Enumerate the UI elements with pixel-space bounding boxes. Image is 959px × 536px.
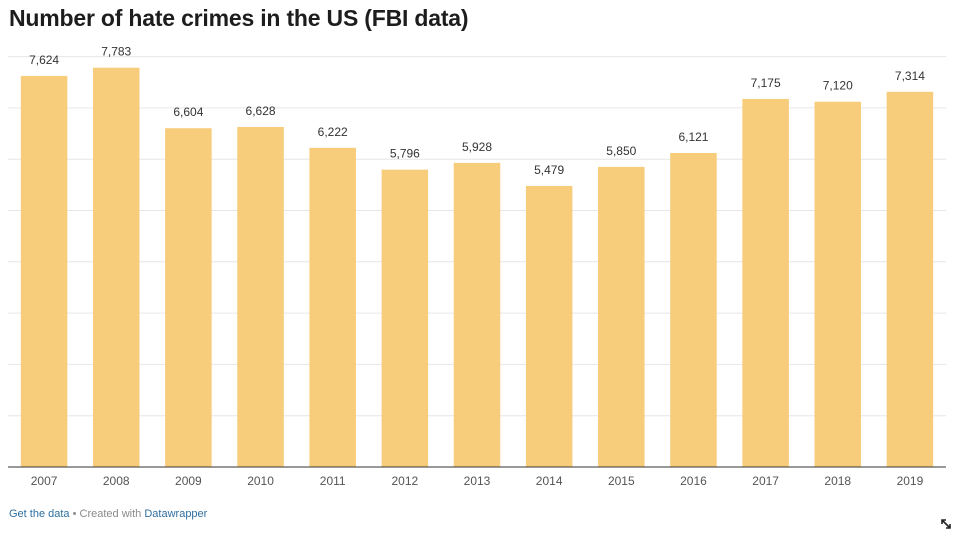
value-label-2016: 6,121	[678, 130, 708, 144]
bar-2017	[742, 98, 789, 468]
value-label-2011: 6,222	[318, 125, 348, 139]
value-label-2019: 7,314	[895, 69, 925, 83]
created-with-text: Created with	[79, 508, 142, 520]
bar-2010	[237, 126, 284, 467]
value-label-2014: 5,479	[534, 163, 564, 177]
x-tick-2013: 2013	[464, 474, 491, 488]
bar-2008	[92, 67, 140, 467]
chart-title: Number of hate crimes in the US (FBI dat…	[9, 5, 469, 31]
x-tick-2016: 2016	[680, 474, 707, 488]
x-tick-2012: 2012	[391, 474, 418, 488]
get-the-data-link[interactable]: Get the data	[9, 508, 70, 520]
value-label-2017: 7,175	[751, 76, 781, 90]
x-tick-2010: 2010	[247, 474, 274, 488]
bar-2015	[598, 166, 645, 467]
bar-2007	[20, 75, 68, 467]
bar-chart: 7,624 7,783 6,604 6,628 6,222 5,796 5,928 5,479…	[8, 45, 946, 488]
x-tick-2011: 2011	[320, 474, 346, 488]
x-tick-2017: 2017	[752, 474, 779, 488]
x-tick-2009: 2009	[175, 474, 202, 488]
bar-2018	[814, 101, 862, 468]
datawrapper-link[interactable]: Datawrapper	[144, 508, 208, 520]
value-label-2015: 5,850	[606, 144, 636, 158]
expand-icon[interactable]	[940, 518, 952, 530]
x-tick-2014: 2014	[536, 474, 563, 488]
value-labels: 7,624 7,783 6,604 6,628 6,222 5,796 5,928 5,479…	[29, 45, 925, 177]
bar-2009	[165, 128, 212, 467]
bar-2019	[886, 91, 934, 467]
value-label-2007: 7,624	[29, 53, 59, 67]
bar-2016	[670, 152, 717, 468]
value-label-2008: 7,783	[101, 45, 131, 59]
value-label-2013: 5,928	[462, 140, 492, 154]
x-tick-2019: 2019	[897, 474, 924, 488]
x-tick-2015: 2015	[608, 474, 635, 488]
footer-separator: •	[72, 508, 77, 520]
bar-2011	[309, 147, 356, 467]
value-label-2010: 6,628	[246, 104, 276, 118]
bar-2014	[525, 185, 573, 467]
value-label-2012: 5,796	[390, 147, 420, 161]
x-tick-2008: 2008	[103, 474, 130, 488]
chart-footer: Get the data • Created with Datawrapper	[9, 508, 207, 520]
x-tick-2018: 2018	[824, 474, 851, 488]
bar-2012	[381, 169, 429, 468]
value-label-2009: 6,604	[173, 105, 203, 119]
value-label-2018: 7,120	[823, 79, 853, 93]
x-axis-tick-labels: 2007 2008 2009 2010 2011 2012 2013 2014 2015 2016…	[31, 474, 924, 488]
bars	[20, 67, 934, 468]
bar-2013	[453, 162, 501, 467]
x-tick-2007: 2007	[31, 474, 58, 488]
